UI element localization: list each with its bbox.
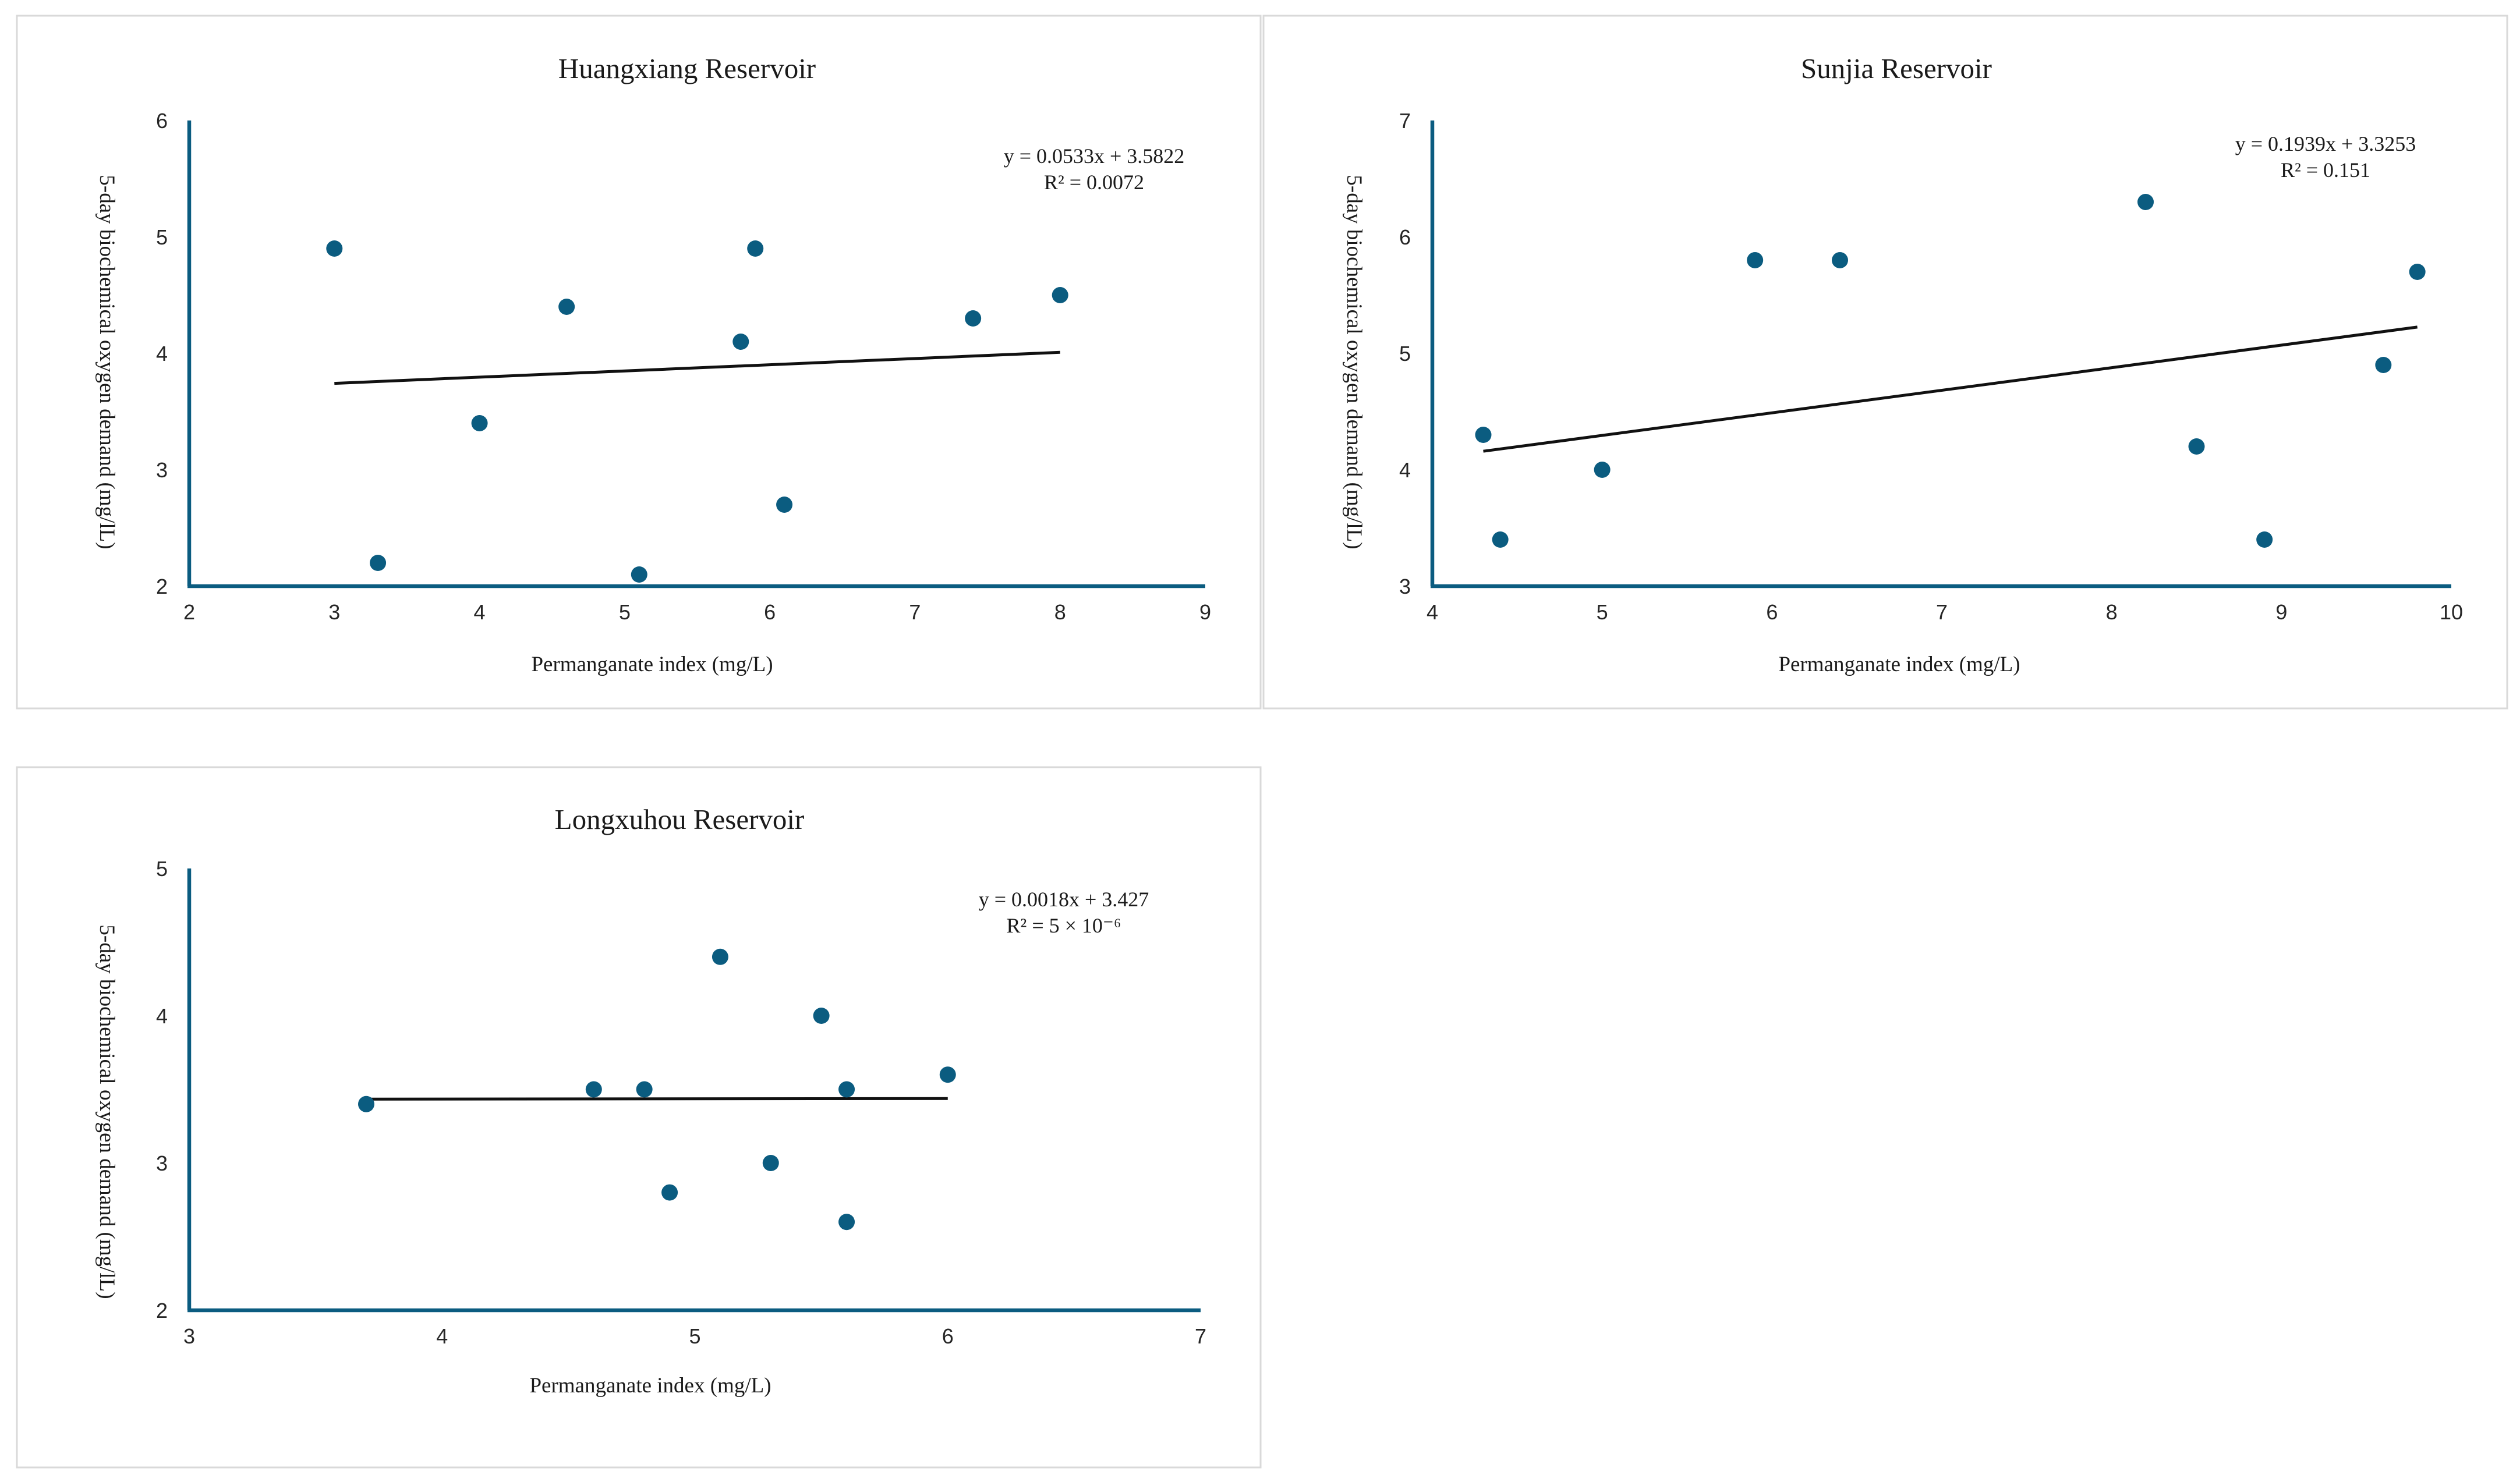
chart-frame [1262,15,2508,710]
y-tick-label: 6 [156,109,168,133]
chart-frame [16,15,1262,710]
x-tick-label: 4 [1427,600,1438,624]
data-point [838,1081,855,1098]
data-point [558,299,575,315]
x-axis-label: Permanganate index (mg/L) [1778,653,2020,676]
trendline [366,1097,948,1101]
y-tick-label: 2 [156,575,168,598]
x-tick-label: 7 [909,600,921,624]
y-tick-label: 4 [1399,458,1411,482]
y-tick-label: 5 [156,857,168,881]
data-point [762,1155,779,1171]
x-tick-label: 6 [1766,600,1778,624]
data-point [326,240,343,257]
trendline [334,350,1060,385]
r-squared-label: R² = 0.151 [2281,158,2370,182]
data-point [358,1095,374,1112]
data-point [370,555,387,571]
data-point [776,497,793,513]
trendline [1483,325,2418,453]
x-tick-label: 7 [1195,1324,1206,1348]
plot-area: 2 3 4 5 6 7 8 9 2 3 4 5 6 [156,109,1211,624]
data-point [712,948,728,965]
data-point [471,415,488,431]
x-tick-label: 4 [436,1324,448,1348]
data-point [965,310,982,327]
data-point [585,1081,602,1098]
x-tick-label: 8 [2106,600,2118,624]
x-tick-label: 10 [2440,600,2463,624]
data-point [1052,287,1068,303]
data-point [747,240,764,257]
x-tick-label: 2 [183,600,195,624]
y-tick-label: 4 [156,1004,168,1028]
trendline-equation: y = 0.0533x + 3.5822 [1004,144,1185,168]
data-point [636,1081,653,1098]
x-tick-label: 5 [689,1324,700,1348]
y-tick-label: 4 [156,342,168,366]
x-tick-label: 6 [764,600,776,624]
x-tick-label: 6 [942,1324,954,1348]
x-tick-label: 7 [1936,600,1948,624]
y-axis-label: 5-day biochemical oxygen demand (mg/lL) [1342,175,1366,549]
data-point [838,1214,855,1231]
data-point [2409,264,2426,280]
trendline-equation: y = 0.1939x + 3.3253 [2235,132,2416,155]
x-tick-label: 9 [1199,600,1211,624]
data-point [1475,427,1492,443]
chart-panel-sunjia: Sunjia Reservoir Permanganate index (mg/… [1262,15,2508,710]
y-tick-label: 6 [1399,225,1411,249]
data-point [631,566,647,583]
chart-title: Sunjia Reservoir [1801,52,1992,84]
x-tick-label: 5 [1597,600,1608,624]
x-tick-label: 4 [474,600,486,624]
y-axis-label: 5-day biochemical oxygen demand (mg/lL) [95,924,119,1299]
data-point [2188,438,2205,455]
chart-title: Longxuhou Reservoir [555,803,805,835]
x-tick-label: 9 [2275,600,2287,624]
r-squared-label: R² = 0.0072 [1044,171,1144,194]
data-point [2375,357,2392,373]
chart-title: Huangxiang Reservoir [558,52,816,84]
y-tick-label: 7 [1399,109,1411,133]
y-tick-label: 5 [1399,342,1411,366]
chart-panel-huangxiang: Huangxiang Reservoir Permanganate index … [16,15,1262,710]
data-point [939,1066,956,1083]
y-tick-label: 3 [156,458,168,482]
x-tick-label: 3 [183,1324,195,1348]
data-point [1594,462,1611,478]
data-point [2256,531,2273,548]
y-axis-label: 5-day biochemical oxygen demand (mg/lL) [95,175,119,549]
x-axis-label: Permanganate index (mg/L) [529,1374,771,1398]
data-point [1832,252,1848,268]
r-squared-label: R² = 5 × 10⁻⁶ [1007,914,1121,937]
data-point [661,1184,678,1201]
data-point [732,334,749,350]
x-tick-label: 8 [1054,600,1066,624]
y-tick-label: 3 [1399,575,1411,598]
data-point [2137,194,2154,210]
data-point [813,1008,830,1024]
x-tick-label: 3 [328,600,340,624]
chart-frame [16,766,1262,1469]
y-tick-label: 2 [156,1299,168,1323]
chart-panel-longxuhou: Longxuhou Reservoir Permanganate index (… [16,766,1262,1469]
y-tick-label: 5 [156,225,168,249]
trendline-equation: y = 0.0018x + 3.427 [979,888,1149,911]
x-axis-label: Permanganate index (mg/L) [531,653,773,676]
x-tick-label: 5 [619,600,631,624]
data-point [1492,531,1509,548]
y-tick-label: 3 [156,1151,168,1175]
data-point [1747,252,1764,268]
